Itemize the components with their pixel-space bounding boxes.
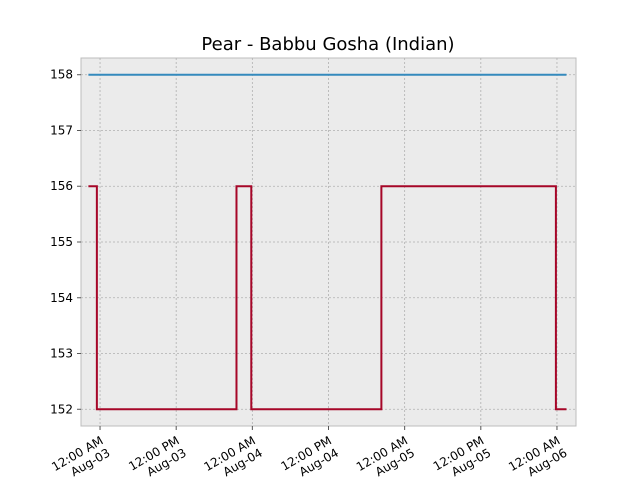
x-tick-label: 12:00 AMAug-04 [202, 433, 265, 480]
y-tick-label: 157 [50, 123, 73, 137]
x-tick-label: 12:00 AMAug-03 [49, 433, 112, 480]
y-tick-label: 154 [50, 291, 73, 305]
y-tick-label: 156 [50, 179, 73, 193]
y-axis: 152 153 154 155 156 157 158 [50, 68, 81, 416]
chart-title: Pear - Babbu Gosha (Indian) [201, 34, 454, 55]
y-tick-label: 155 [50, 235, 73, 249]
series-line-2 [88, 185, 567, 411]
y-tick-label: 153 [50, 347, 73, 361]
x-tick-label: 12:00 PMAug-03 [126, 433, 188, 480]
x-tick-label: 12:00 PMAug-04 [279, 433, 341, 480]
y-tick-label: 158 [50, 68, 73, 82]
series-lines [88, 73, 567, 411]
x-tick-label: 12:00 AMAug-06 [506, 433, 569, 480]
y-tick-label: 152 [50, 402, 73, 416]
x-tick-label: 12:00 PMAug-05 [431, 433, 493, 480]
x-tick-label: 12:00 AMAug-05 [354, 433, 417, 480]
x-axis: 12:00 AMAug-03 12:00 PMAug-03 12:00 AMAug-… [49, 426, 569, 480]
